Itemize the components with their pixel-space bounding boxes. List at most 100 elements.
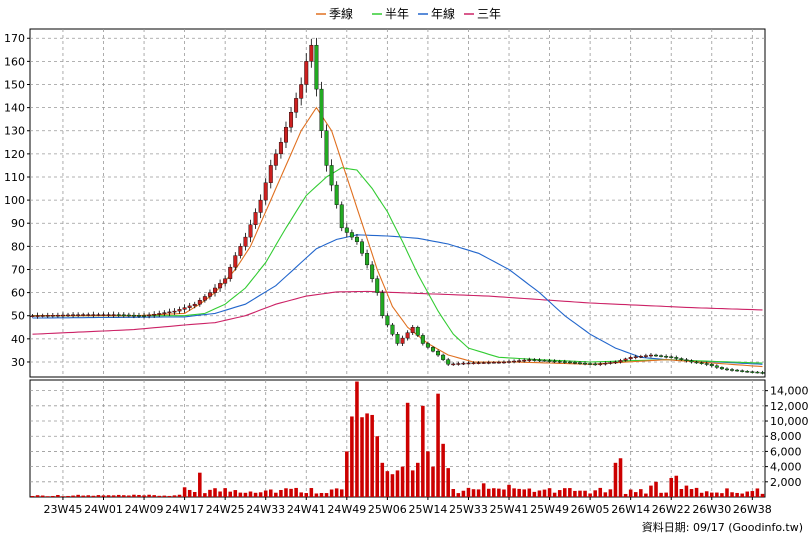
volume-bar: [157, 495, 162, 497]
candlestick: [699, 361, 704, 365]
candle-body: [71, 314, 76, 316]
volume-bar: [127, 495, 131, 497]
candle-body: [496, 361, 501, 364]
candle-body: [284, 127, 288, 143]
price-tick-label: 70: [11, 263, 25, 276]
price-panel: 30 40 50 60 70 80 90 100 110 120 130 140 150 160 170: [4, 28, 766, 378]
volume-bar: [66, 495, 70, 497]
candlestick: [263, 178, 268, 205]
candlestick: [142, 312, 147, 319]
candlestick: [370, 261, 375, 283]
candle-body: [593, 363, 598, 366]
candlestick: [106, 312, 111, 317]
candlestick: [319, 81, 324, 139]
candle-body: [527, 359, 532, 361]
candle-body: [131, 314, 136, 317]
candle-body: [116, 314, 121, 316]
candlestick: [177, 306, 182, 314]
candlestick: [278, 137, 283, 159]
candlestick: [441, 353, 446, 362]
candle-body: [740, 370, 745, 372]
candlestick: [496, 360, 501, 364]
candlestick: [451, 362, 456, 366]
volume-bar: [522, 489, 526, 497]
volume-bar: [101, 495, 106, 497]
candle-body: [583, 362, 588, 365]
volume-bar: [568, 488, 572, 497]
candlestick: [745, 370, 750, 373]
candle-body: [512, 360, 517, 363]
volume-bar: [405, 402, 410, 497]
candlestick: [638, 354, 643, 359]
volume-bar: [167, 495, 172, 497]
candlestick: [694, 360, 699, 364]
candle-body: [684, 359, 689, 362]
candle-body: [172, 310, 177, 313]
candle-body: [481, 362, 486, 364]
candlestick: [329, 159, 334, 192]
candle-body: [628, 357, 633, 360]
candlestick: [137, 312, 141, 319]
candlestick: [542, 359, 547, 362]
candle-body: [162, 312, 167, 314]
candlestick: [162, 310, 167, 316]
candlestick: [81, 312, 86, 317]
candle-body: [557, 361, 562, 363]
volume-bar: [537, 490, 542, 497]
candle-body: [648, 354, 653, 357]
volume-bar: [299, 492, 303, 497]
x-tick-label: 24W41: [287, 503, 326, 516]
candlestick: [243, 232, 248, 251]
candle-body: [699, 362, 704, 364]
x-tick-label: 25W33: [449, 503, 488, 516]
candlestick: [466, 361, 471, 365]
volume-bar: [45, 496, 50, 497]
x-tick-label: 26W22: [652, 503, 691, 516]
candlestick: [349, 229, 354, 241]
volume-bar: [573, 490, 577, 497]
candlestick: [395, 332, 400, 346]
volume-bar: [137, 494, 141, 497]
price-tick-label: 140: [4, 102, 25, 115]
candle-body: [177, 309, 182, 312]
volume-bar: [416, 462, 420, 497]
price-tick-label: 90: [11, 217, 25, 230]
candlestick: [213, 284, 217, 297]
candlestick: [187, 302, 192, 311]
candlestick: [704, 361, 709, 367]
candle-body: [709, 364, 714, 367]
candlestick: [284, 121, 288, 148]
volume-bar: [431, 466, 435, 497]
candle-body: [339, 204, 344, 229]
x-tick-label: 24W09: [125, 503, 164, 516]
volume-bar: [745, 491, 750, 497]
data-date-footer: 資料日期: 09/17 (Goodinfo.tw): [642, 520, 803, 534]
candle-body: [436, 350, 441, 356]
candlestick: [471, 361, 476, 365]
volume-bar: [659, 492, 663, 497]
candlestick: [344, 222, 349, 238]
candle-body: [360, 241, 364, 254]
candlestick: [425, 342, 430, 349]
candle-body: [714, 365, 719, 368]
candle-body: [375, 278, 380, 293]
candlestick: [228, 264, 233, 282]
candle-body: [289, 112, 294, 128]
candle-body: [354, 236, 359, 242]
candle-body: [507, 361, 511, 363]
volume-bar: [583, 490, 587, 497]
volume-bar: [370, 414, 374, 497]
candle-body: [137, 315, 141, 317]
candle-body: [334, 184, 339, 205]
volume-bar: [466, 487, 471, 497]
volume-bar: [253, 492, 258, 497]
candle-body: [258, 199, 263, 213]
volume-bar: [152, 495, 156, 497]
volume-bar: [395, 470, 400, 497]
candle-body: [517, 360, 522, 362]
volume-bar: [380, 462, 385, 497]
candlestick: [415, 325, 420, 337]
volume-bar: [725, 488, 729, 497]
candlestick: [512, 359, 517, 364]
candlestick: [603, 361, 608, 366]
